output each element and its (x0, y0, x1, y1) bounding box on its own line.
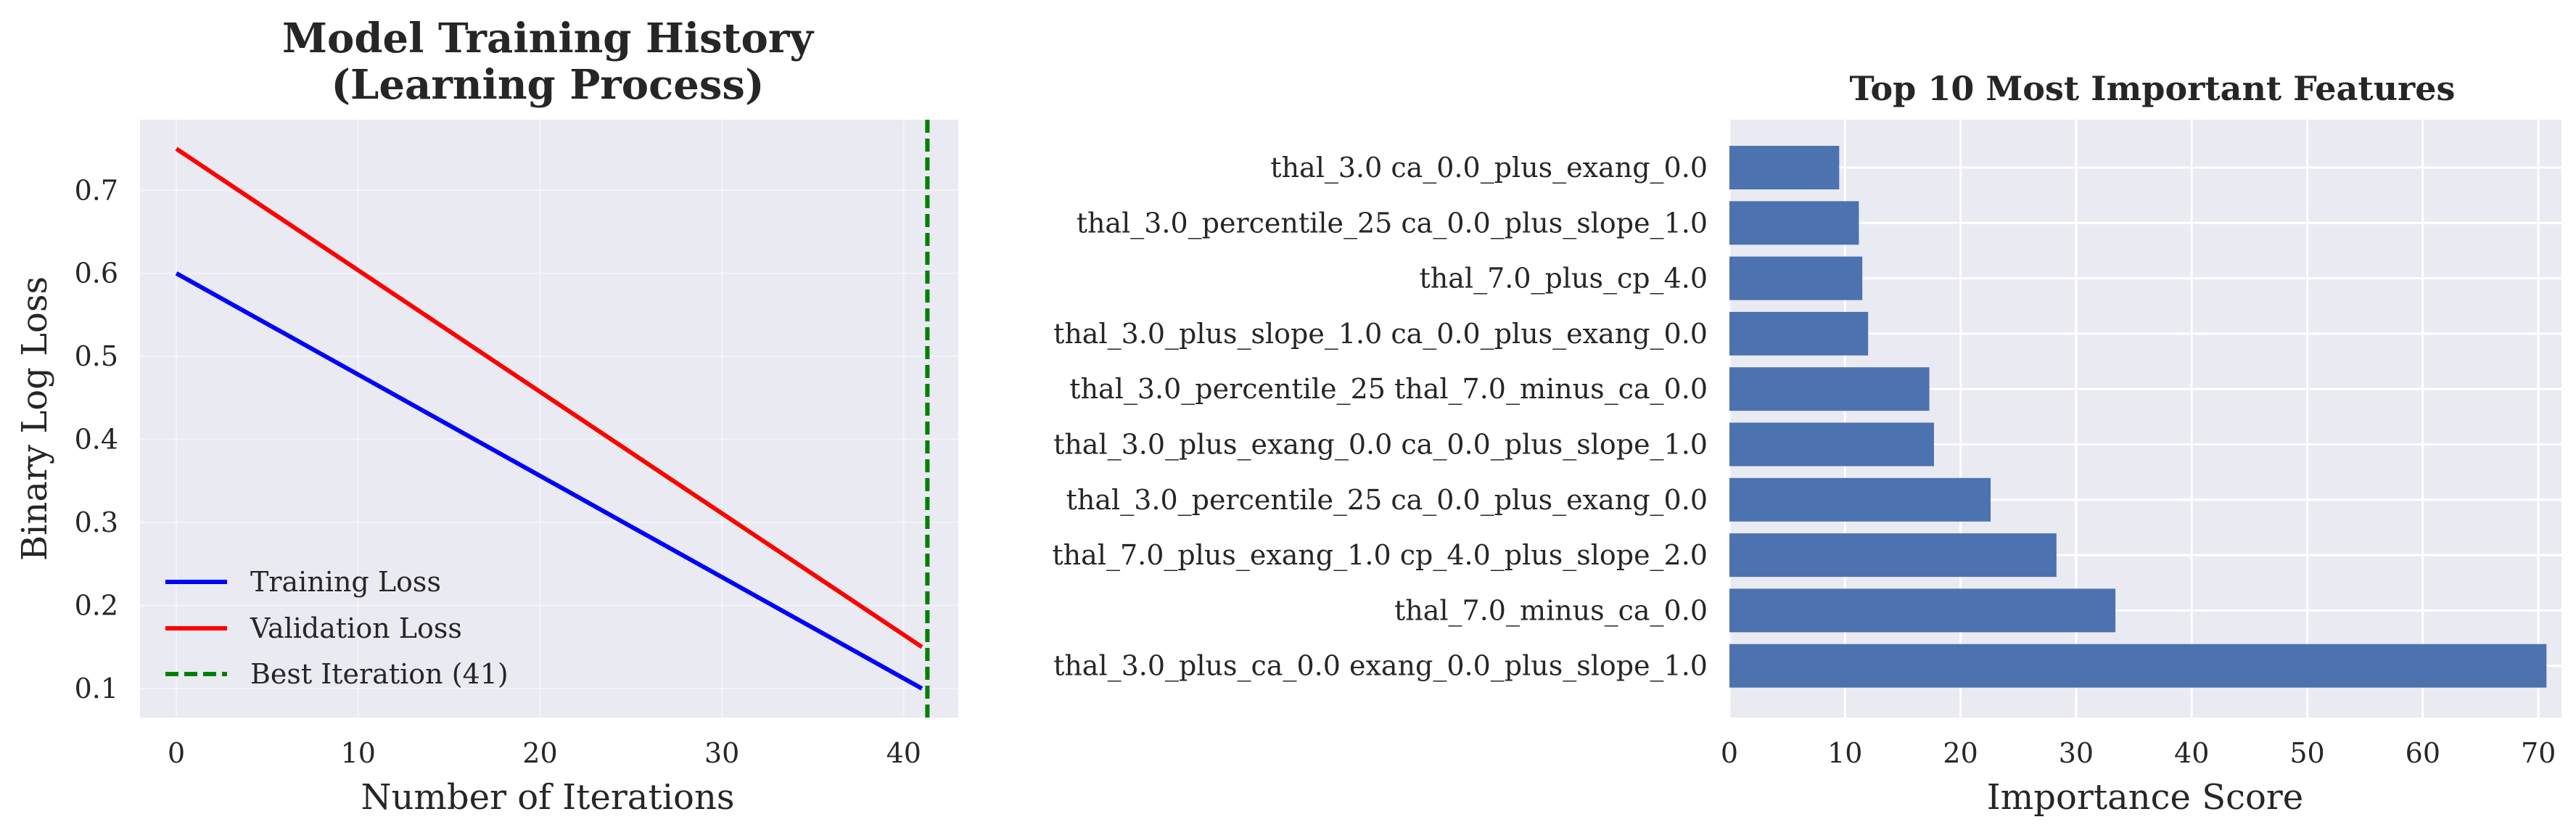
left-y-ticks: 0.1 0.2 0.3 0.4 0.5 0.6 0.7 (75, 174, 118, 705)
legend-label-validation: Validation Loss (250, 612, 462, 644)
feature-label: thal_7.0_plus_cp_4.0 (1420, 263, 1708, 295)
importance-bar (1729, 477, 1991, 522)
importance-bar (1729, 146, 1840, 189)
left-x-tick-label: 30 (704, 737, 739, 769)
legend-label-best-iteration: Best Iteration (41) (250, 658, 509, 690)
right-x-tick-label: 30 (2059, 737, 2094, 769)
feature-label: thal_7.0_minus_ca_0.0 (1394, 594, 1708, 627)
left-x-axis-label: Number of Iterations (361, 777, 735, 818)
left-x-tick-label: 10 (341, 737, 376, 769)
right-x-tick-label: 60 (2406, 737, 2440, 769)
feature-label: thal_3.0_percentile_25 ca_0.0_plus_exang… (1066, 484, 1708, 517)
feature-label: thal_3.0_percentile_25 thal_7.0_minus_ca… (1069, 373, 1708, 406)
right-x-ticks: 0 10 20 30 40 50 60 70 (1721, 737, 2556, 769)
importance-bar (1729, 644, 2547, 688)
training-history-chart: Model Training History (Learning Process… (15, 15, 958, 818)
right-x-axis-label: Importance Score (1987, 777, 2303, 818)
feature-label: thal_3.0_plus_exang_0.0 ca_0.0_plus_slop… (1053, 429, 1708, 461)
feature-label: thal_3.0_percentile_25 ca_0.0_plus_slope… (1077, 207, 1708, 239)
left-y-tick-label: 0.7 (75, 174, 118, 206)
left-grid (140, 120, 958, 718)
left-y-tick-label: 0.5 (75, 340, 118, 372)
right-x-tick-label: 50 (2289, 737, 2324, 769)
left-chart-title-line1: Model Training History (282, 15, 814, 62)
left-y-tick-label: 0.6 (75, 258, 118, 289)
importance-bar (1729, 367, 1930, 411)
series-line-training-loss (175, 271, 923, 691)
left-legend: Training Loss Validation Loss Best Itera… (165, 566, 509, 690)
feature-label: thal_3.0 ca_0.0_plus_exang_0.0 (1270, 152, 1708, 184)
right-y-ticks: thal_3.0 ca_0.0_plus_exang_0.0 thal_3.0_p… (1052, 152, 1708, 683)
left-y-tick-label: 0.4 (75, 424, 118, 456)
right-bars (1729, 146, 2547, 688)
left-x-ticks: 0 10 20 30 40 (168, 737, 921, 769)
right-x-tick-label: 10 (1827, 737, 1862, 769)
importance-bar (1729, 422, 1934, 467)
right-x-tick-label: 20 (1943, 737, 1978, 769)
left-x-tick-label: 0 (168, 737, 185, 769)
feature-label: thal_7.0_plus_exang_1.0 cp_4.0_plus_slop… (1052, 539, 1708, 572)
right-x-tick-label: 0 (1721, 737, 1738, 769)
feature-label: thal_3.0_plus_ca_0.0 exang_0.0_plus_slop… (1053, 650, 1708, 683)
legend-label-training: Training Loss (250, 566, 441, 598)
importance-bar (1729, 256, 1863, 300)
importance-bar (1729, 201, 1859, 245)
right-chart-title: Top 10 Most Important Features (1850, 69, 2456, 108)
importance-bar (1729, 311, 1869, 356)
series-line-validation-loss (175, 147, 923, 649)
feature-label: thal_3.0_plus_slope_1.0 ca_0.0_plus_exan… (1053, 318, 1708, 350)
left-y-tick-label: 0.2 (75, 590, 118, 622)
left-y-axis-label: Binary Log Loss (15, 276, 55, 561)
right-x-tick-label: 70 (2521, 737, 2556, 769)
left-plot-area (140, 120, 958, 718)
left-y-tick-label: 0.3 (75, 506, 118, 538)
left-x-tick-label: 20 (522, 737, 557, 769)
left-chart-title-line2: (Learning Process) (332, 61, 765, 109)
left-y-tick-label: 0.1 (75, 673, 118, 705)
left-series (175, 120, 930, 718)
importance-bar (1729, 588, 2116, 633)
feature-importance-chart: Top 10 Most Important Features 0 10 20 30 40… (1052, 69, 2561, 818)
importance-bar (1729, 533, 2057, 578)
left-x-tick-label: 40 (886, 737, 921, 769)
right-x-tick-label: 40 (2174, 737, 2209, 769)
